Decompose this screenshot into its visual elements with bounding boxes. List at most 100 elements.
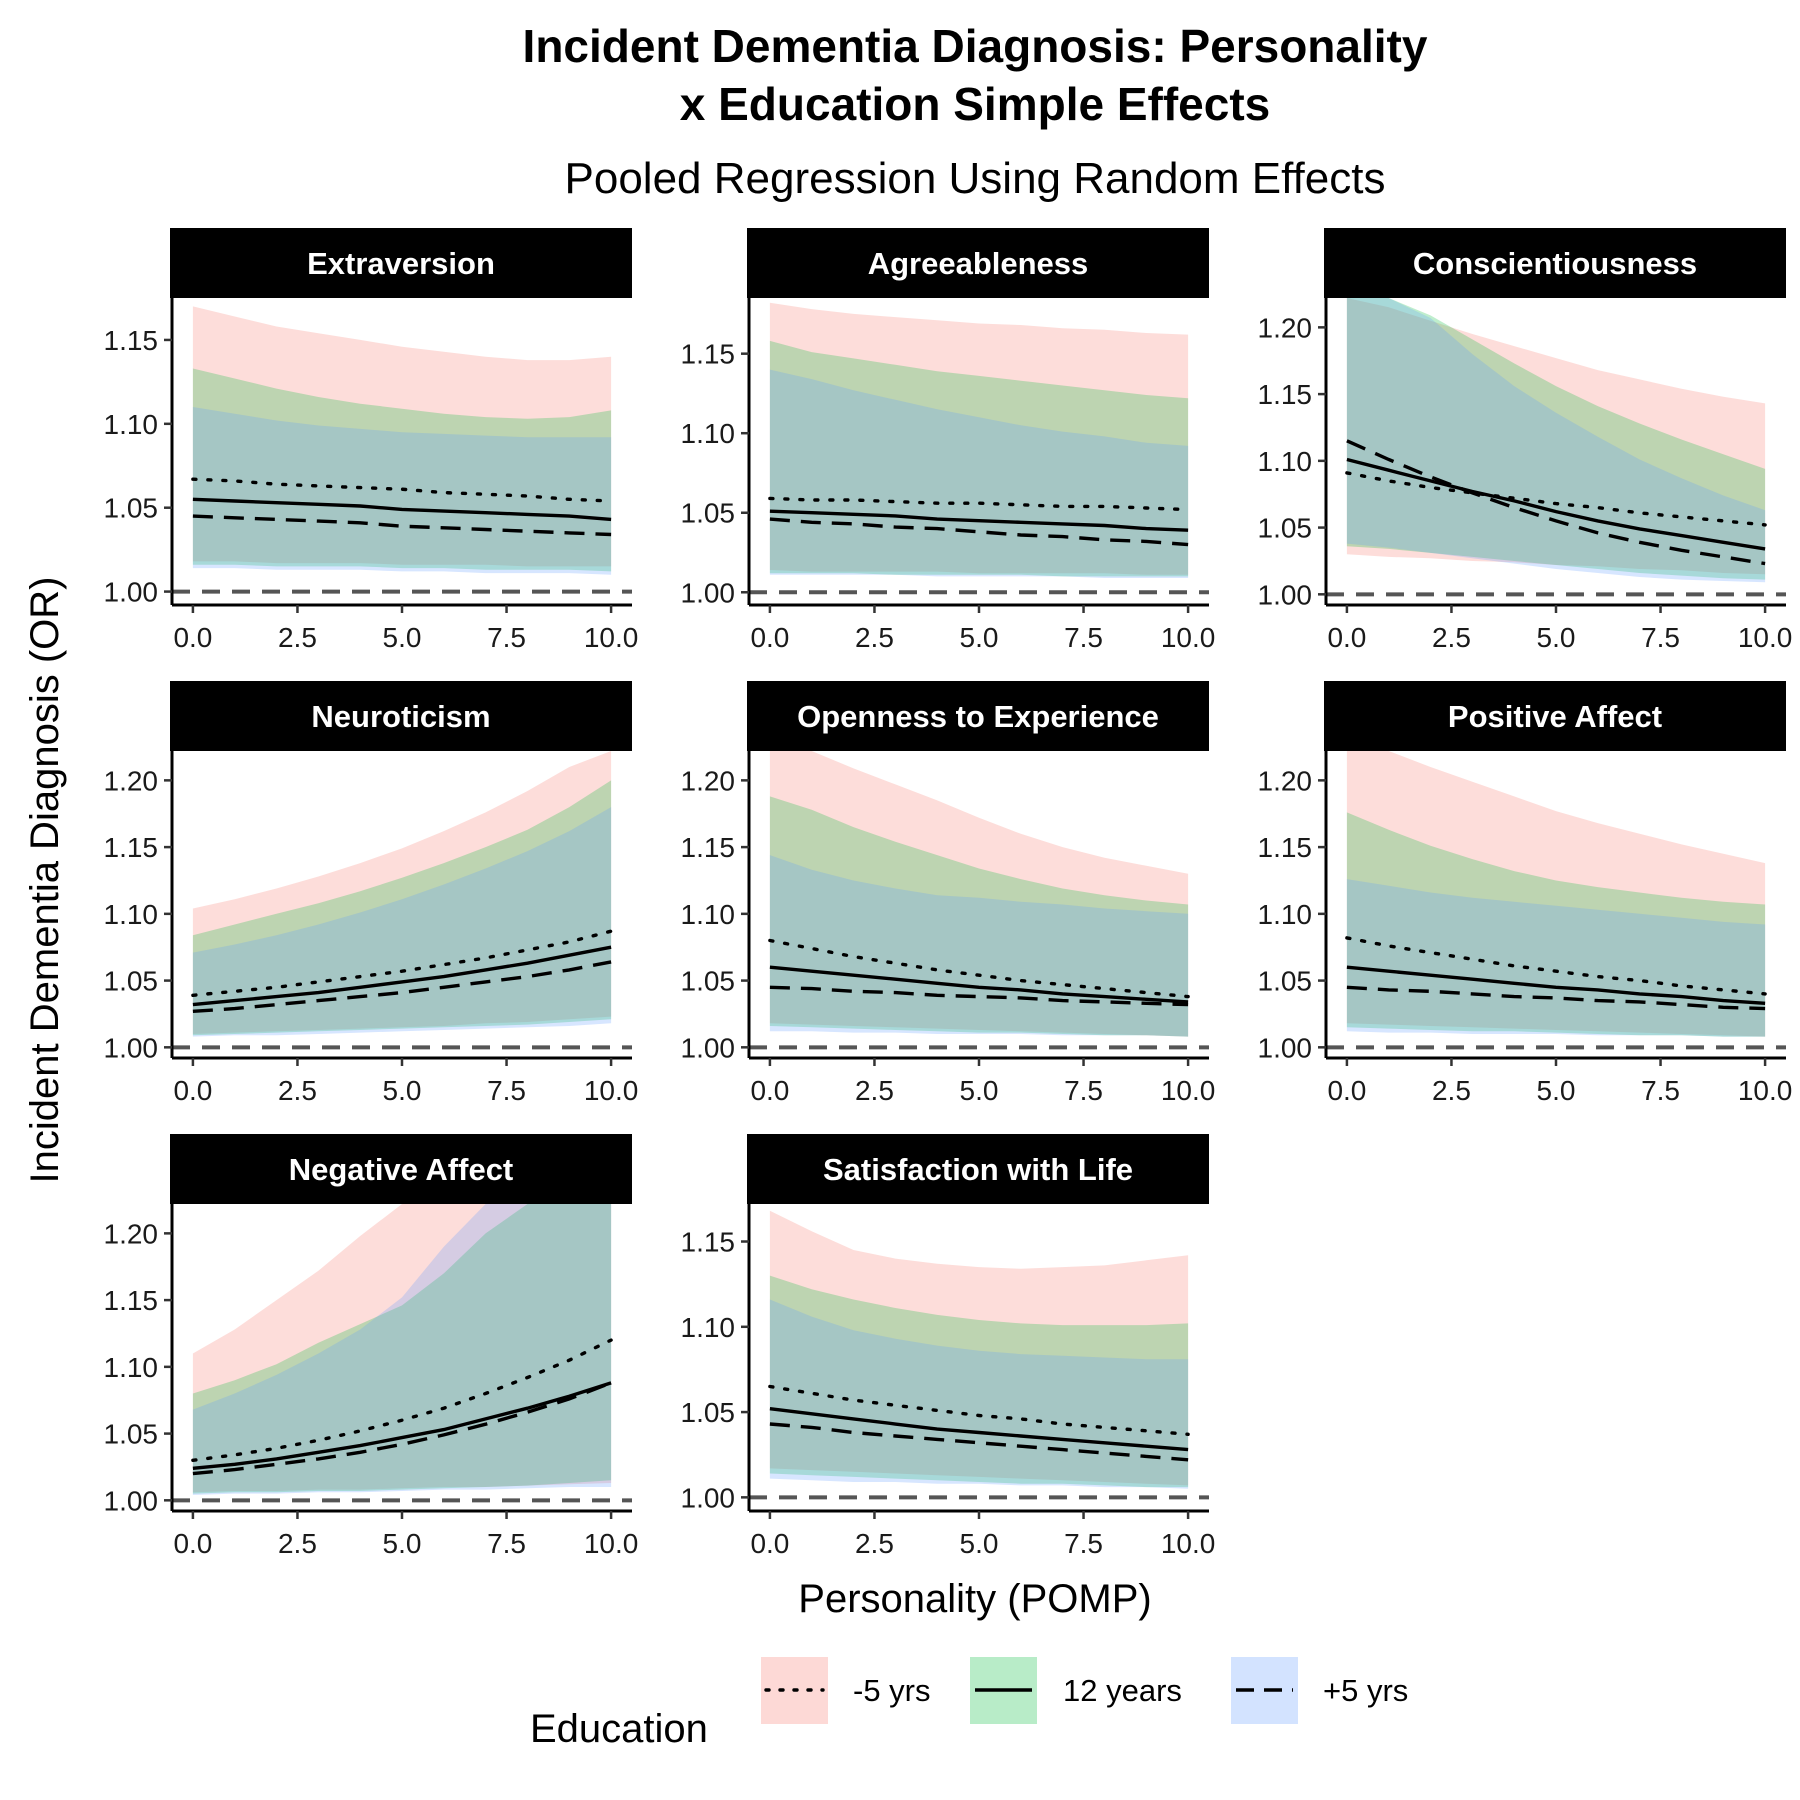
plot-area — [749, 751, 1209, 1050]
y-tick-label: 1.00 — [1258, 579, 1313, 610]
x-tick-label: 5.0 — [383, 1075, 422, 1106]
legend: Education -5 yrs 12 years +5 yrs — [530, 1657, 1408, 1751]
x-tick-label: 10.0 — [1161, 1075, 1216, 1106]
x-tick-label: 0.0 — [173, 622, 212, 653]
ci-ribbon-5-yrs — [1346, 298, 1766, 575]
series-line-5-yrs — [192, 1381, 612, 1476]
series-line-5-yrs — [192, 514, 612, 537]
x-tick-label: 2.5 — [1432, 1075, 1471, 1106]
y-tick-label: 1.20 — [104, 1218, 159, 1249]
x-tick-label: 0.0 — [750, 1075, 789, 1106]
y-tick-label: 1.00 — [681, 1032, 736, 1063]
series-line-12-years — [192, 945, 612, 1007]
x-tick-label: 5.0 — [383, 622, 422, 653]
x-tick-label: 10.0 — [584, 622, 639, 653]
series-line-5-yrs — [1346, 985, 1766, 1011]
y-tick-label: 1.10 — [104, 1352, 159, 1383]
x-tick-label: 2.5 — [855, 622, 894, 653]
x-tick-label: 0.0 — [750, 1528, 789, 1559]
panel-satisfaction-with-life: Satisfaction with Life 1.00 1.05 1.10 1.15 0.… — [681, 1134, 1216, 1559]
y-tick-label: 1.15 — [104, 832, 159, 863]
y-tick-label: 1.05 — [104, 1419, 159, 1450]
series-line-12-years — [1346, 965, 1766, 1005]
panel-strip-label: Agreeableness — [868, 246, 1089, 281]
y-tick-label: 1.05 — [681, 1397, 736, 1428]
x-tick-label: 2.5 — [1432, 622, 1471, 653]
x-tick-label: 10.0 — [584, 1528, 639, 1559]
x-tick-label: 10.0 — [1738, 1075, 1793, 1106]
legend-label: +5 yrs — [1323, 1673, 1408, 1708]
panel-strip-label: Openness to Experience — [797, 699, 1159, 734]
ci-ribbon-5-yrs — [1346, 298, 1766, 583]
plot-area — [172, 1204, 632, 1503]
ci-ribbon-5-yrs — [192, 306, 612, 567]
panel-extraversion: Extraversion 1.00 1.05 1.10 1.15 0.0 2.5 5.0 7.5… — [104, 228, 639, 653]
ci-ribbon-12-years — [192, 1204, 612, 1494]
panel-strip — [1324, 681, 1786, 751]
panel-strip-label: Satisfaction with Life — [823, 1152, 1133, 1187]
x-tick-label: 5.0 — [383, 1528, 422, 1559]
series-line-5-yrs — [191, 477, 613, 503]
panel-strip-label: Negative Affect — [289, 1152, 514, 1187]
legend-item-12-years: 12 years — [970, 1657, 1182, 1724]
y-tick-label: 1.00 — [681, 1482, 736, 1513]
x-tick-label: 5.0 — [1537, 622, 1576, 653]
x-tick-label: 7.5 — [487, 622, 526, 653]
y-tick-label: 1.05 — [681, 498, 736, 529]
series-line-12-years — [192, 1381, 612, 1470]
x-tick-label: 7.5 — [1064, 1528, 1103, 1559]
y-tick-label: 1.00 — [1258, 1032, 1313, 1063]
legend-title: Education — [530, 1707, 708, 1751]
panel-strip-label: Neuroticism — [311, 699, 490, 734]
chart-title-line1: Incident Dementia Diagnosis: Personality — [523, 20, 1428, 72]
panel-strip — [747, 1134, 1209, 1204]
y-tick-label: 1.05 — [681, 966, 736, 997]
x-tick-label: 10.0 — [1161, 1528, 1216, 1559]
plot-area — [749, 1210, 1209, 1500]
ci-ribbon-5-yrs — [192, 1204, 612, 1493]
x-tick-label: 5.0 — [960, 622, 999, 653]
y-tick-label: 1.10 — [104, 409, 159, 440]
y-tick-label: 1.20 — [104, 765, 159, 796]
y-tick-label: 1.10 — [1258, 899, 1313, 930]
plot-area — [749, 302, 1209, 595]
ci-ribbon-5-yrs — [769, 751, 1189, 1037]
ci-ribbon-5-yrs — [192, 751, 612, 1034]
series-line-5-yrs — [769, 1422, 1189, 1462]
x-tick-label: 0.0 — [750, 622, 789, 653]
x-tick-label: 7.5 — [487, 1075, 526, 1106]
series-line-5-yrs — [191, 1338, 613, 1463]
panel-openness-to-experience: Openness to Experience 1.00 1.05 1.10 1.15 1.… — [681, 681, 1216, 1106]
y-tick-label: 1.10 — [681, 1312, 736, 1343]
ci-ribbon-12-years — [192, 780, 612, 1036]
x-tick-label: 0.0 — [173, 1075, 212, 1106]
panel-strip — [1324, 228, 1786, 298]
y-tick-label: 1.00 — [681, 577, 736, 608]
x-tick-label: 7.5 — [1641, 1075, 1680, 1106]
y-tick-label: 1.00 — [104, 577, 159, 608]
y-tick-label: 1.05 — [104, 966, 159, 997]
legend-label: 12 years — [1063, 1673, 1182, 1708]
y-tick-label: 1.15 — [681, 339, 736, 370]
x-axis-title: Personality (POMP) — [798, 1577, 1151, 1621]
x-tick-label: 7.5 — [1064, 1075, 1103, 1106]
panel-strip-label: Extraversion — [307, 246, 495, 281]
x-tick-label: 0.0 — [1327, 622, 1366, 653]
panel-strip — [170, 228, 632, 298]
panels: Extraversion 1.00 1.05 1.10 1.15 0.0 2.5 5.0 7.5… — [104, 228, 1793, 1559]
ci-ribbon-5-yrs — [1346, 879, 1766, 1037]
y-tick-label: 1.15 — [1258, 832, 1313, 863]
plot-area — [1326, 751, 1786, 1050]
panel-strip — [170, 681, 632, 751]
x-tick-label: 10.0 — [584, 1075, 639, 1106]
plot-area — [1326, 298, 1786, 597]
panel-strip-label: Conscientiousness — [1413, 246, 1697, 281]
ci-ribbon-12-years — [1346, 298, 1766, 580]
ci-ribbon-5-yrs — [1346, 751, 1766, 1037]
x-tick-label: 7.5 — [1641, 622, 1680, 653]
y-tick-label: 1.15 — [681, 1227, 736, 1258]
series-line-5-yrs — [1345, 471, 1767, 527]
x-tick-label: 7.5 — [1064, 622, 1103, 653]
series-line-5-yrs — [768, 496, 1190, 512]
